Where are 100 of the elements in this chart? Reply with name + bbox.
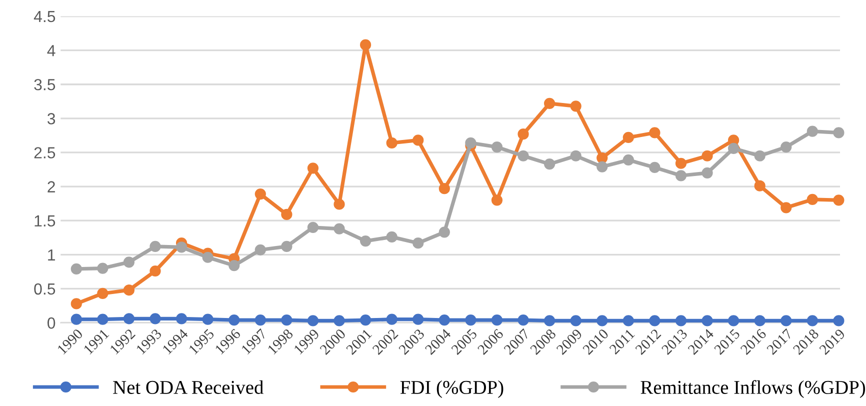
point	[780, 315, 792, 326]
point	[702, 167, 713, 178]
y-tick-label: 3	[47, 113, 56, 124]
point	[806, 194, 818, 206]
point	[360, 314, 372, 326]
point	[150, 265, 161, 277]
point	[544, 315, 556, 326]
point	[780, 141, 792, 153]
point	[570, 150, 582, 162]
point	[780, 202, 792, 214]
y-tick-label: 4.5	[34, 11, 56, 22]
point	[754, 150, 766, 162]
x-tick-label: 2011	[608, 328, 636, 355]
point	[596, 161, 608, 172]
point	[412, 238, 424, 249]
point	[202, 252, 214, 263]
point	[438, 226, 450, 238]
point	[334, 198, 345, 210]
point	[123, 313, 135, 324]
point	[412, 134, 424, 146]
point	[570, 100, 582, 112]
point	[649, 162, 660, 174]
point	[334, 315, 345, 326]
point	[70, 298, 82, 310]
point	[518, 150, 529, 162]
point	[728, 142, 740, 154]
point	[281, 314, 292, 326]
point	[622, 132, 634, 144]
point	[570, 315, 582, 326]
point	[281, 240, 292, 252]
point	[649, 315, 660, 326]
y-tick-label: 1.5	[34, 215, 56, 227]
point	[228, 260, 240, 272]
point	[360, 235, 372, 247]
point	[596, 315, 608, 326]
point	[465, 137, 476, 148]
point	[518, 128, 529, 140]
point	[491, 314, 503, 326]
point	[702, 150, 713, 162]
point	[307, 315, 319, 326]
point	[675, 158, 687, 169]
point	[491, 141, 503, 153]
point	[649, 127, 660, 138]
point	[150, 313, 161, 324]
point	[728, 315, 740, 326]
point	[386, 137, 398, 148]
x-tick-label: 1991	[83, 328, 110, 355]
point	[360, 39, 372, 50]
point	[97, 262, 108, 274]
y-tick-label: 2.5	[34, 147, 56, 158]
point	[806, 126, 818, 137]
point	[228, 314, 240, 326]
point	[97, 314, 108, 325]
point	[833, 194, 844, 206]
point	[412, 314, 424, 325]
point	[702, 315, 713, 326]
point	[833, 127, 844, 138]
point	[307, 222, 319, 233]
point	[334, 223, 345, 234]
y-tick-label: 3.5	[34, 78, 56, 90]
point	[438, 314, 450, 326]
point	[123, 284, 135, 296]
point	[438, 183, 450, 194]
point	[150, 240, 161, 252]
legend-label: Net ODA Received	[113, 380, 264, 394]
point	[202, 314, 214, 325]
point	[806, 315, 818, 326]
y-tick-label: 0.5	[34, 283, 56, 295]
y-tick-label: 2	[48, 181, 55, 192]
legend-label: Remittance Inflows (%GDP)	[640, 380, 866, 398]
point	[386, 314, 398, 325]
y-tick-label: 0	[48, 317, 56, 329]
point	[70, 263, 82, 275]
point	[622, 315, 634, 326]
point	[544, 98, 556, 109]
point	[754, 180, 766, 192]
point	[675, 315, 687, 326]
point	[307, 162, 319, 174]
y-tick-label: 1	[48, 249, 55, 260]
point	[123, 256, 135, 268]
point	[518, 314, 529, 326]
point	[622, 154, 634, 166]
point	[254, 244, 266, 256]
point	[176, 313, 188, 324]
point	[97, 288, 108, 300]
point	[254, 314, 266, 326]
point	[675, 170, 687, 182]
point	[491, 194, 503, 206]
point	[281, 208, 292, 220]
legend-label: FDI (%GDP)	[400, 380, 504, 398]
point	[465, 314, 476, 326]
point	[754, 315, 766, 326]
y-tick-label: 4	[47, 45, 56, 56]
point	[176, 242, 188, 253]
point	[833, 315, 844, 326]
point	[596, 152, 608, 164]
point	[386, 231, 398, 242]
point	[544, 158, 556, 170]
point	[70, 314, 82, 325]
point	[254, 188, 266, 200]
